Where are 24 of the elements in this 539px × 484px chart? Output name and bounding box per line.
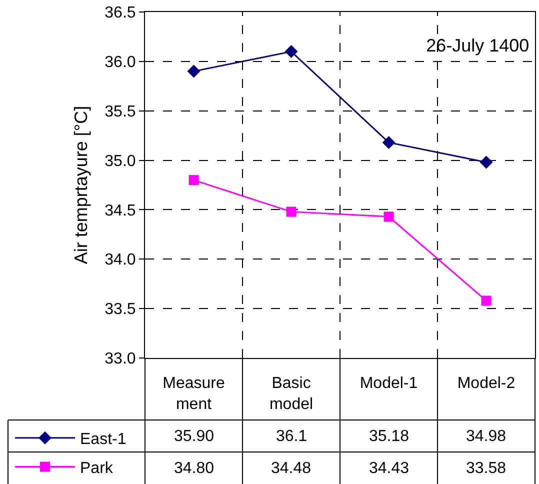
x-tick-label: Model-2: [457, 375, 516, 392]
y-axis-title: Air temprtayure [°C]: [70, 106, 91, 264]
text: 26-July 1400: [426, 35, 530, 56]
data-label: 34.48: [271, 460, 312, 477]
y-tick-label: 33.0: [104, 350, 136, 368]
legend-label: Park: [80, 460, 114, 477]
y-tick-label: 36.0: [104, 54, 136, 72]
x-tick-label: Measure ment: [162, 375, 225, 413]
data-label: 34.80: [174, 460, 214, 477]
y-tick-label: 34.0: [104, 252, 136, 269]
y-tick-label: 33.5: [104, 301, 136, 318]
y-tick-label: 36.5: [104, 4, 136, 22]
data-label: 35.90: [174, 428, 214, 445]
y-tick-label: 35.5: [104, 103, 136, 120]
y-tick-label: 35.0: [104, 152, 136, 170]
data-label: 33.58: [466, 460, 506, 477]
data-label: 36.1: [276, 428, 308, 445]
data-label: 35.18: [369, 428, 410, 445]
y-tick-label: 34.5: [104, 202, 136, 220]
data-label: 34.43: [369, 460, 410, 477]
x-tick-label: Model-1: [360, 375, 418, 392]
data-label: 34.98: [466, 428, 506, 445]
x-tick-label: Basic model: [269, 375, 314, 413]
legend-label: East-1: [80, 431, 126, 448]
